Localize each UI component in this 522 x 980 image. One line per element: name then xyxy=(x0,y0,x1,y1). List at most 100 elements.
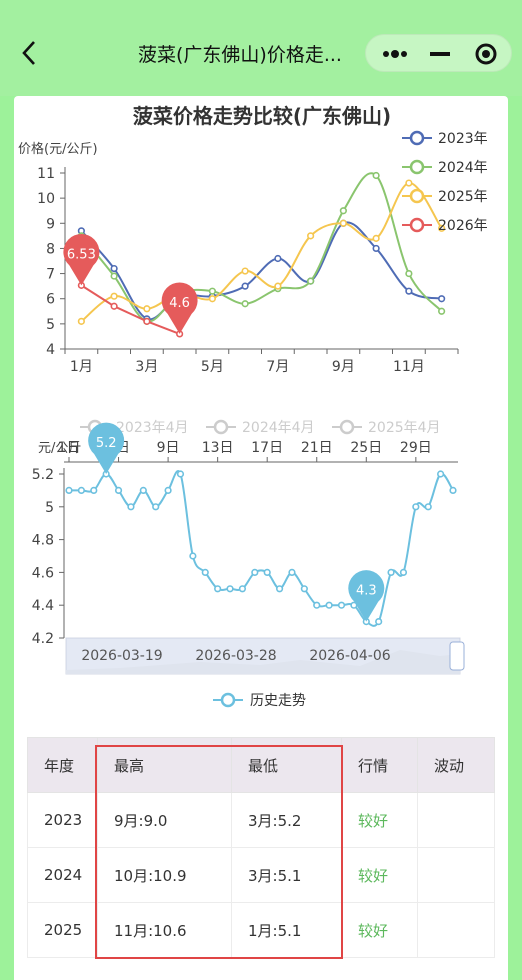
chart1-point xyxy=(438,224,446,232)
chart1-marker-start-label: 6.53 xyxy=(67,247,96,262)
chart2-point xyxy=(375,618,383,626)
chart1-ytick-label: 7 xyxy=(46,267,55,283)
legend-label: 2023年 xyxy=(438,131,488,147)
chart2-xtick-label: 25日 xyxy=(350,440,382,456)
chart2-xtick-label: 9日 xyxy=(157,440,180,456)
chart2-point xyxy=(164,486,172,494)
cell-year: 2025 xyxy=(27,902,98,958)
chart1-point xyxy=(372,234,380,242)
more-button[interactable] xyxy=(370,35,418,73)
chart1-marker-start-pin xyxy=(63,233,100,286)
chart1-series-line xyxy=(80,284,180,335)
chart2-point xyxy=(399,568,408,576)
chart2-xtick-label: 21日 xyxy=(301,440,333,456)
col-year: 年度 xyxy=(27,737,98,793)
chart2-xtick-label: 29日 xyxy=(400,440,432,456)
legend-marker xyxy=(409,217,425,233)
chart2-point xyxy=(77,486,85,494)
chart1-ytick-label: 6 xyxy=(46,292,55,308)
cell-wave xyxy=(417,902,495,958)
chart2-point xyxy=(313,601,321,609)
chart2-xtick-label: 13日 xyxy=(202,440,234,456)
chart2-ytick-label: 4.4 xyxy=(32,598,54,614)
chart1-point xyxy=(110,302,118,310)
chart1-point xyxy=(307,232,315,240)
chart2-point xyxy=(449,486,457,494)
chart1-point xyxy=(307,277,315,285)
chart2-xtick-label: 17日 xyxy=(251,440,283,456)
chart1-point xyxy=(241,282,249,290)
date-range-slider[interactable]: 2026-03-19 2026-03-28 2026-04-06 xyxy=(65,637,465,675)
minimize-button[interactable] xyxy=(416,35,464,73)
chart2-point xyxy=(114,486,123,494)
chart1-point xyxy=(208,295,216,303)
chart2-point xyxy=(325,601,333,609)
chart2-point xyxy=(251,568,259,576)
chart1-point xyxy=(405,269,413,278)
chart2-point xyxy=(65,486,73,494)
chart1-point xyxy=(405,179,413,187)
chart2-ytick-label: 4.8 xyxy=(32,533,54,549)
chart1-marker-end-label: 4.6 xyxy=(169,296,190,311)
chart1-point xyxy=(110,272,118,280)
chart1-ytick-label: 8 xyxy=(46,241,55,257)
page-title: 菠菜(广东佛山)价格走... xyxy=(138,44,342,66)
chart2-point xyxy=(275,585,284,593)
table-row: 2024 10月:10.9 3月:5.1 较好 xyxy=(27,847,495,903)
price-summary-table: 年度 最高 最低 行情 波动 2023 9月:9.0 3月:5.2 较好 202… xyxy=(27,737,495,958)
chart1-xtick-label: 9月 xyxy=(332,359,355,375)
chart2-point xyxy=(263,568,271,576)
chart2-ytick-label: 4.2 xyxy=(32,631,54,647)
chart2-point xyxy=(201,568,209,576)
table-row: 2023 9月:9.0 3月:5.2 较好 xyxy=(27,792,495,848)
chart1-series-line xyxy=(80,172,443,323)
chevron-left-icon xyxy=(22,41,35,65)
chart1-xtick-label: 7月 xyxy=(266,359,289,375)
close-button[interactable] xyxy=(462,35,510,73)
chart1-point xyxy=(143,317,151,325)
highlight-box xyxy=(95,745,343,959)
legend-label: 历史走势 xyxy=(250,693,306,709)
chart2-ylabel: 元/公斤 xyxy=(38,441,81,456)
chart1-point xyxy=(339,207,347,215)
capsule-menu xyxy=(365,34,512,72)
chart2-point xyxy=(90,486,98,494)
legend-label: 2025年4月 xyxy=(368,420,441,436)
more-dots-icon xyxy=(383,50,407,58)
chart1-xtick-label: 3月 xyxy=(135,359,158,375)
chart2-point xyxy=(214,585,222,593)
chart2-point xyxy=(412,503,420,511)
legend-marker xyxy=(220,692,236,708)
legend-marker xyxy=(409,188,425,204)
legend-marker xyxy=(339,419,355,435)
cell-wave xyxy=(417,847,495,903)
cell-year: 2023 xyxy=(27,792,98,848)
chart2-ytick-label: 4.6 xyxy=(32,565,54,581)
legend-label: 2026年 xyxy=(438,218,488,234)
chart2-point xyxy=(337,601,346,609)
legend-label: 2024年 xyxy=(438,160,488,176)
chart2-point xyxy=(288,568,296,576)
chart1-xtick-label: 1月 xyxy=(70,359,93,375)
chart1-point xyxy=(241,300,249,308)
chart2-point xyxy=(176,470,185,478)
chart2-marker-low-label: 4.3 xyxy=(356,584,377,599)
chart1-marker-end-pin xyxy=(161,282,198,334)
legend-label: 2024年4月 xyxy=(242,420,315,436)
legend-marker xyxy=(409,159,425,175)
chart1-point xyxy=(372,244,380,253)
chart1-point xyxy=(241,267,249,275)
chart1-point xyxy=(339,219,347,227)
cell-low: 3月:5.2 xyxy=(231,792,342,848)
chart2-point xyxy=(238,585,247,593)
chart2-point xyxy=(387,568,395,576)
back-button[interactable] xyxy=(14,36,44,70)
chart1-point xyxy=(438,295,446,303)
chart1-title: 菠菜价格走势比较(广东佛山) xyxy=(133,104,391,128)
target-close-icon xyxy=(475,43,497,65)
chart1-point xyxy=(274,254,282,263)
price-compare-chart: 菠菜价格走势比较(广东佛山) 价格(元/公斤) 4 5 6 7 8 9 10 11 1月 3月 5月… xyxy=(18,104,488,375)
chart1-ytick-label: 4 xyxy=(46,342,55,358)
chart2-point xyxy=(127,503,135,511)
chart2-xtick-label: 1日 xyxy=(58,440,81,456)
